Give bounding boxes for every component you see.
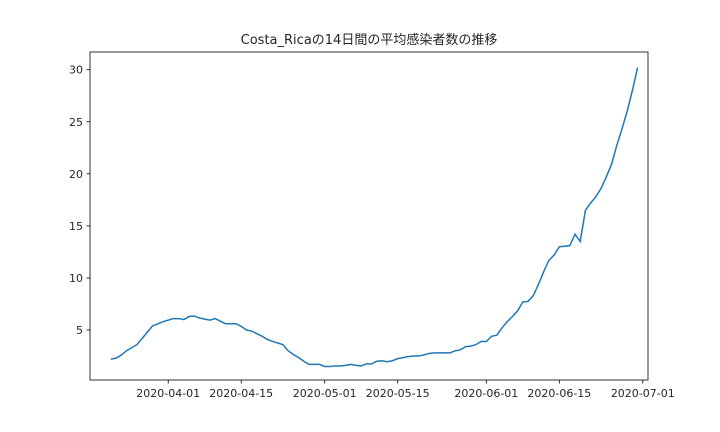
- series-line-new-cases-average: [110, 67, 639, 368]
- x-tick-label: 2020-04-01: [136, 387, 200, 400]
- y-tick-label: 20: [69, 168, 83, 181]
- y-tick-label: 15: [69, 220, 83, 233]
- plot-area: [110, 67, 639, 368]
- y-axis: 5 10 15 20 25 30: [69, 64, 90, 337]
- x-tick-label: 2020-06-15: [527, 387, 591, 400]
- x-tick-label: 2020-05-01: [293, 387, 357, 400]
- y-tick-label: 25: [69, 116, 83, 129]
- axes-frame: [89, 51, 649, 381]
- x-axis: 2020-04-01 2020-04-15 2020-05-01 2020-05-15…: [136, 380, 675, 400]
- y-tick-label: 10: [69, 272, 83, 285]
- x-tick-label: 2020-07-01: [611, 387, 675, 400]
- y-tick-label: 5: [76, 324, 83, 337]
- chart-title: Costa_Ricaの14日間の平均感染者数の推移: [241, 32, 498, 48]
- x-tick-label: 2020-04-15: [209, 387, 273, 400]
- x-tick-label: 2020-05-15: [366, 387, 430, 400]
- x-tick-label: 2020-06-01: [454, 387, 518, 400]
- y-tick-label: 30: [69, 64, 83, 77]
